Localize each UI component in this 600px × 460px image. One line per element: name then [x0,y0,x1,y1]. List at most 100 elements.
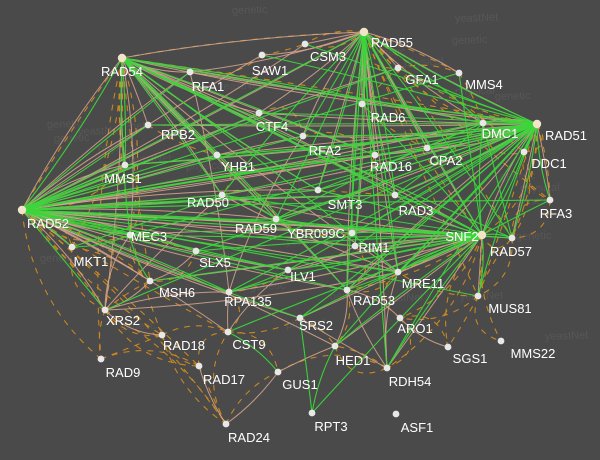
node-dot[interactable] [348,229,356,237]
node-dot[interactable] [371,151,379,159]
node-dot[interactable] [351,242,359,250]
graph-node[interactable]: RAD3 [391,191,434,218]
node-dot[interactable] [195,362,203,370]
graph-node[interactable]: RAD52 [17,205,69,231]
graph-node[interactable]: RFA1 [186,68,225,94]
graph-node[interactable]: ARO1 [396,314,433,336]
graph-node[interactable]: RAD9 [97,355,141,380]
node-dot[interactable] [343,286,351,294]
graph-node[interactable]: MMS4 [455,69,503,92]
graph-node[interactable]: RAD57 [490,234,532,259]
node-dot[interactable] [121,161,129,169]
node-dot[interactable] [274,368,282,376]
graph-node[interactable]: GFA1 [394,64,439,87]
node-dot[interactable] [146,277,154,285]
graph-node[interactable]: RAD17 [195,362,245,387]
node-dot[interactable] [423,144,431,152]
node-dot[interactable] [97,355,105,363]
node-dot[interactable] [284,266,292,274]
node-dot[interactable] [392,410,400,418]
graph-node[interactable]: SAW1 [252,51,288,78]
node-dot[interactable] [272,215,280,223]
node-dot[interactable] [359,27,369,37]
graph-node[interactable]: RFA3 [540,196,573,221]
node-dot[interactable] [225,288,233,296]
node-dot[interactable] [358,100,366,108]
node-dot[interactable] [497,337,505,345]
graph-node[interactable]: RIM1 [351,240,390,255]
graph-node[interactable]: XRS2 [101,306,140,328]
node-dot[interactable] [394,64,402,72]
graph-node[interactable]: RAD53 [343,286,395,308]
graph-node[interactable]: CSM3 [301,40,346,64]
graph-node[interactable]: RPB2 [144,121,195,142]
node-dot[interactable] [308,409,316,417]
graph-node[interactable]: SNF2 [445,229,487,244]
graph-node[interactable]: CTF4 [255,109,289,134]
graph-node[interactable]: RAD16 [370,151,412,174]
graph-node[interactable]: MMS1 [104,161,142,186]
graph-node[interactable]: RAD55 [359,27,413,50]
node-dot[interactable] [213,151,221,159]
graph-node[interactable]: MUS81 [474,292,532,316]
node-dot[interactable] [258,51,266,59]
node-dot[interactable] [68,243,76,251]
node-dot[interactable] [314,186,322,194]
graph-node[interactable]: RAD24 [222,420,270,445]
graph-node[interactable]: ILV1 [284,266,316,284]
node-dot[interactable] [546,196,554,204]
graph-node[interactable]: SRS2 [296,314,333,333]
graph-node[interactable]: DDC1 [520,148,567,171]
graph-node[interactable]: MEC3 [126,229,167,244]
graph-node[interactable]: MRE11 [394,268,445,291]
node-dot[interactable] [299,132,307,140]
node-dot[interactable] [222,420,230,428]
graph-node[interactable]: ASF1 [392,410,434,435]
graph-node[interactable]: SLX5 [192,247,231,270]
node-dot[interactable] [508,234,516,242]
node-dot[interactable] [255,109,263,117]
graph-node[interactable]: RAD18 [158,331,205,353]
graph-node[interactable]: MKT1 [68,243,109,269]
node-dot[interactable] [331,342,339,350]
node-dot[interactable] [301,40,309,48]
graph-node[interactable]: MSH6 [146,277,195,300]
graph-node[interactable]: RAD54 [101,53,143,79]
node-dot[interactable] [158,331,166,339]
graph-node[interactable]: CPA2 [423,144,463,168]
node-dot[interactable] [479,119,487,127]
graph-node[interactable]: MMS22 [497,337,556,361]
node-dot[interactable] [394,268,402,276]
node-dot[interactable] [17,205,27,215]
node-dot[interactable] [383,364,391,372]
node-dot[interactable] [101,306,109,314]
graph-node[interactable]: RFA2 [299,132,342,158]
graph-node[interactable]: GUS1 [274,368,318,392]
graph-node[interactable]: DMC1 [479,119,519,141]
node-dot[interactable] [126,231,134,239]
node-dot[interactable] [186,68,194,76]
node-dot[interactable] [224,328,232,336]
node-dot[interactable] [444,343,452,351]
node-dot[interactable] [474,292,482,300]
graph-node[interactable]: RAD6 [358,100,406,125]
node-dot[interactable] [455,69,463,77]
graph-node[interactable]: RDH54 [383,364,432,389]
node-dot[interactable] [477,230,487,240]
node-dot[interactable] [218,191,226,199]
node-dot[interactable] [520,148,528,156]
graph-node[interactable]: RAD50 [187,191,229,210]
graph-node[interactable]: SMT3 [314,186,363,212]
graph-node[interactable]: RAD59 [235,215,280,236]
graph-node[interactable]: YBR099C [287,226,356,241]
graph-node[interactable]: RAD51 [532,119,587,143]
graph-node[interactable]: RPT3 [308,409,348,434]
graph-node[interactable]: HED1 [331,342,371,368]
node-dot[interactable] [296,314,304,322]
node-dot[interactable] [396,314,404,322]
node-dot[interactable] [391,191,399,199]
node-dot[interactable] [117,53,127,63]
graph-node[interactable]: CST9 [224,328,266,352]
